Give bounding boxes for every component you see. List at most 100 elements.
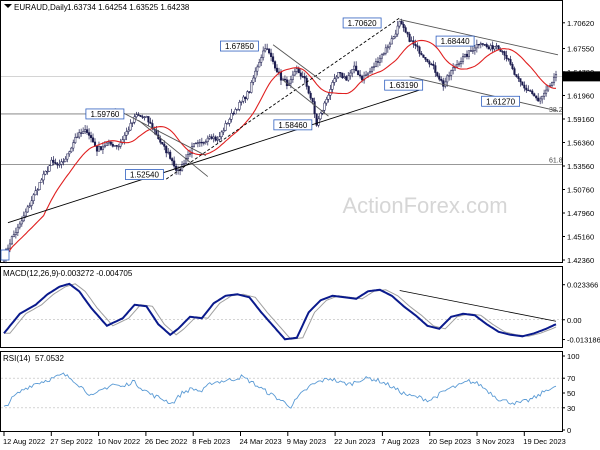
candle-body xyxy=(473,47,476,51)
candle-body xyxy=(220,131,223,137)
candle-body xyxy=(382,52,385,55)
price-label-box xyxy=(481,95,521,107)
x-tick-label: 20 Sep 2023 xyxy=(429,437,472,446)
candle-body xyxy=(115,145,118,147)
dashed-channel-line xyxy=(165,17,400,180)
candle-body xyxy=(426,59,429,62)
candle-body xyxy=(444,81,447,87)
candle-body xyxy=(212,136,215,139)
candle-body xyxy=(131,121,134,124)
candle-body xyxy=(552,76,556,83)
candle-body xyxy=(111,144,114,147)
candle-body xyxy=(505,54,508,59)
macd-tick-label: 0.023366 xyxy=(567,281,598,290)
candle-body xyxy=(366,72,370,76)
candle-body xyxy=(171,158,174,162)
candle-body xyxy=(182,163,186,165)
candle-body xyxy=(226,123,229,125)
moving-average-line xyxy=(3,39,556,260)
candle-body xyxy=(163,143,166,147)
candle-body xyxy=(113,145,116,147)
rsi-tick-label: 0 xyxy=(567,426,571,435)
x-tick-label: 19 Dec 2023 xyxy=(523,437,566,446)
candle-body xyxy=(448,75,451,77)
candle-body xyxy=(216,139,219,141)
candle-body xyxy=(30,200,33,206)
price-label: 1.59760 xyxy=(90,110,119,119)
candle-body xyxy=(483,44,486,46)
candle-body xyxy=(264,48,267,52)
channel-line xyxy=(272,44,321,81)
candle-body xyxy=(517,76,520,79)
candle-body xyxy=(78,132,81,138)
candle-body xyxy=(539,98,542,102)
candle-body xyxy=(414,44,417,47)
candle-body xyxy=(34,190,37,196)
candle-body xyxy=(388,43,391,48)
candle-body xyxy=(72,142,75,149)
collapse-arrow-icon xyxy=(4,4,12,8)
candle-body xyxy=(327,94,330,100)
candle-body xyxy=(42,173,45,181)
x-tick-label: 26 Dec 2022 xyxy=(145,437,188,446)
candle-body xyxy=(311,97,314,102)
candle-body xyxy=(368,71,372,74)
candle-body xyxy=(459,60,463,65)
candle-body xyxy=(246,91,249,100)
candle-body xyxy=(450,70,453,76)
candle-body xyxy=(396,25,399,35)
candle-body xyxy=(489,45,492,50)
macd-panel-frame xyxy=(0,266,563,348)
candle-body xyxy=(228,119,231,124)
candle-body xyxy=(204,141,207,143)
rsi-tick-label: 100 xyxy=(567,352,580,361)
candle-body xyxy=(493,46,496,50)
candle-body xyxy=(70,147,73,153)
price-label: 1.63190 xyxy=(389,81,418,90)
candle-body xyxy=(291,74,294,80)
candle-body xyxy=(408,33,411,42)
candle-body xyxy=(374,61,378,67)
macd-layer: 0.023366 0.00 -0.013186 xyxy=(1,281,600,345)
rsi-panel-frame xyxy=(0,351,563,432)
candle-body xyxy=(339,72,342,74)
candle-body xyxy=(127,129,130,132)
macd-values: -0.003272 -0.004705 xyxy=(58,269,133,278)
candle-body xyxy=(501,51,504,53)
candle-body xyxy=(416,45,419,48)
macd-tick-label: 0.00 xyxy=(567,316,582,325)
candle-body xyxy=(418,46,421,54)
candle-body xyxy=(303,76,306,79)
candle-body xyxy=(48,165,51,172)
candle-body xyxy=(370,67,374,72)
candle-body xyxy=(206,137,209,142)
candle-body xyxy=(535,95,538,99)
candle-body xyxy=(309,92,312,99)
candle-body xyxy=(337,72,340,78)
candle-body xyxy=(365,74,368,77)
candle-body xyxy=(224,123,227,131)
candle-body xyxy=(467,50,470,57)
channel-line xyxy=(409,76,559,112)
x-tick-label: 27 Sep 2022 xyxy=(50,437,93,446)
candle-body xyxy=(188,153,192,155)
candle-body xyxy=(507,58,510,60)
candle-body xyxy=(422,54,425,58)
candle-body xyxy=(145,116,148,118)
candle-body xyxy=(463,53,467,57)
candle-body xyxy=(434,65,437,73)
channel-line xyxy=(138,119,209,177)
price-tick-label: 1.70620 xyxy=(567,19,594,28)
candle-body xyxy=(62,161,65,163)
rsi-layer: 100 70 50 30 0 xyxy=(1,352,580,435)
candle-body xyxy=(390,38,393,45)
candle-body xyxy=(129,123,132,131)
candle-body xyxy=(378,57,381,63)
candle-body xyxy=(537,97,540,102)
watermark: ActionForex.com xyxy=(342,193,507,218)
rsi-values: 57.0532 xyxy=(35,354,64,363)
candle-body xyxy=(190,146,194,154)
candle-body xyxy=(16,226,19,233)
last-price-tag xyxy=(562,71,600,82)
candle-body xyxy=(347,75,350,81)
